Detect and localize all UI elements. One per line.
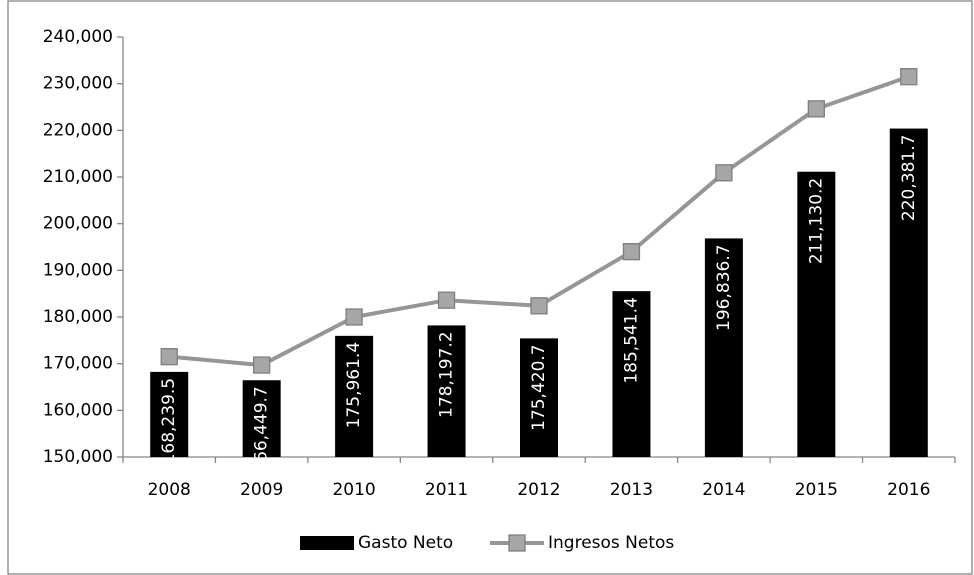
data-label: 166,449.7 xyxy=(252,386,272,473)
y-tick-label: 170,000 xyxy=(43,354,113,374)
bar xyxy=(704,238,743,457)
legend-swatch xyxy=(300,536,354,550)
bar xyxy=(797,171,836,457)
data-label: 220,381.7 xyxy=(899,135,919,222)
y-tick-label: 220,000 xyxy=(43,120,113,140)
bar xyxy=(335,335,374,457)
legend-label: Gasto Neto xyxy=(358,533,453,553)
marker xyxy=(160,348,178,366)
x-tick-label: 2013 xyxy=(610,480,653,500)
marker xyxy=(253,356,271,374)
data-label: 185,541.4 xyxy=(621,297,641,384)
marker xyxy=(437,291,456,309)
bar xyxy=(520,338,558,457)
bar xyxy=(889,128,928,457)
data-label: 211,130.2 xyxy=(806,178,826,265)
x-tick-label: 2015 xyxy=(795,480,838,500)
y-tick-label: 180,000 xyxy=(43,307,113,327)
y-tick-label: 240,000 xyxy=(43,27,113,47)
marker xyxy=(345,308,363,326)
data-label: 168,239.5 xyxy=(159,378,179,465)
x-tick-label: 2014 xyxy=(702,480,745,500)
y-tick-label: 200,000 xyxy=(43,214,113,234)
y-tick-label: 160,000 xyxy=(43,400,113,420)
y-tick-label: 150,000 xyxy=(43,447,113,467)
legend-swatch xyxy=(508,534,526,552)
marker xyxy=(715,164,733,182)
y-tick-label: 210,000 xyxy=(43,167,113,187)
data-label: 175,961.4 xyxy=(344,342,364,429)
bar xyxy=(612,291,651,457)
x-tick-label: 2012 xyxy=(517,480,560,500)
bar xyxy=(427,325,466,457)
legend-label: Ingresos Netos xyxy=(548,533,674,553)
data-label: 178,197.2 xyxy=(437,331,457,418)
x-tick-label: 2011 xyxy=(425,480,468,500)
x-tick-label: 2008 xyxy=(148,480,191,500)
x-tick-label: 2009 xyxy=(240,480,283,500)
bar xyxy=(242,380,281,457)
y-tick-label: 230,000 xyxy=(43,74,113,94)
y-tick-label: 190,000 xyxy=(43,260,113,280)
marker xyxy=(900,68,918,86)
bar xyxy=(150,371,189,457)
x-tick-label: 2010 xyxy=(332,480,375,500)
data-label: 196,836.7 xyxy=(714,244,734,331)
marker xyxy=(807,100,825,118)
marker xyxy=(530,297,548,315)
x-tick-label: 2016 xyxy=(887,480,930,500)
data-label: 175,420.7 xyxy=(529,344,549,431)
marker xyxy=(622,243,641,261)
